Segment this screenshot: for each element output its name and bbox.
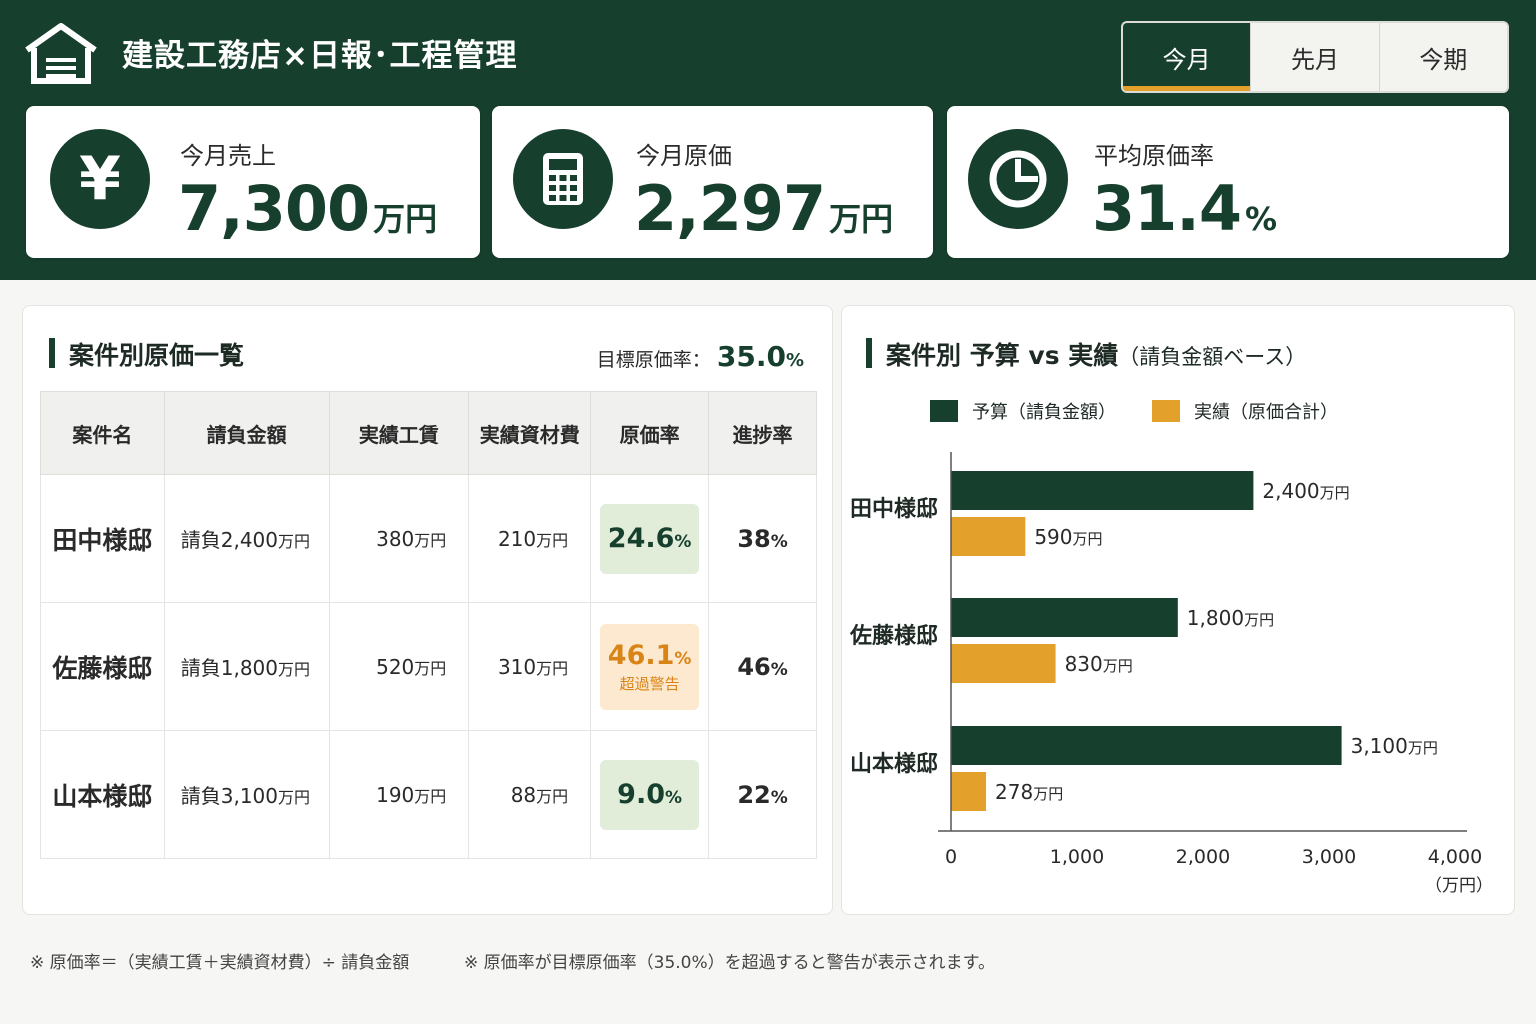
cost-ratio-badge: 24.6% — [600, 503, 700, 574]
column-header: 実績工賃 — [328, 391, 470, 475]
footnote-formula: ※ 原価率＝（実績工賃＋実績資材費）÷ 請負金額 — [30, 953, 410, 973]
material-cost: 88万円 — [468, 730, 592, 859]
project-name: 佐藤様邸 — [40, 602, 165, 731]
kpi-label: 今月原価 — [636, 142, 732, 170]
tab-last-month[interactable]: 先月 — [1250, 23, 1379, 91]
yen-icon: ¥ — [50, 129, 150, 229]
kpi-value: 31.4% — [1092, 172, 1278, 245]
table-row[interactable]: 山本様邸 請負3,100万円 190万円 88万円 9.0% 22% — [40, 730, 817, 859]
legend-swatch — [1152, 400, 1180, 422]
category-label: 田中様邸 — [850, 496, 938, 522]
bar-actual — [951, 517, 1026, 556]
cost-ratio-cell: 46.1% 超過警告 — [590, 602, 710, 731]
labor-cost: 380万円 — [328, 474, 470, 603]
column-header: 請負金額 — [163, 391, 330, 475]
legend-label: 予算（請負金額） — [972, 402, 1116, 423]
tab-this-month[interactable]: 今月 — [1123, 23, 1251, 91]
x-tick-label: 2,000 — [1176, 846, 1230, 868]
period-tabs: 今月 先月 今期 — [1121, 21, 1509, 93]
table-header-row: 案件名 請負金額 実績工賃 実績資材費 原価率 進捗率 — [40, 391, 817, 475]
material-cost: 210万円 — [468, 474, 592, 603]
labor-cost: 520万円 — [328, 602, 470, 731]
x-tick-label: 3,000 — [1302, 846, 1356, 868]
legend-swatch — [930, 400, 958, 422]
category-label: 山本様邸 — [850, 751, 938, 777]
house-logo-icon — [25, 23, 97, 84]
data-label: 3,100万円 — [1351, 734, 1438, 758]
material-cost: 310万円 — [468, 602, 592, 731]
labor-cost: 190万円 — [328, 730, 470, 859]
kpi-card-cost: 今月原価 2,297 万円 — [492, 106, 933, 258]
kpi-card-sales: ¥ 今月売上 7,300 万円 — [26, 106, 480, 258]
progress-rate: 46% — [708, 602, 817, 731]
target-label: 目標原価率： — [596, 349, 711, 371]
target-value: 35.0% — [716, 340, 804, 373]
x-tick-label: 0 — [945, 846, 957, 868]
kpi-label: 今月売上 — [180, 142, 276, 170]
kpi-label: 平均原価率 — [1094, 142, 1214, 170]
project-name: 山本様邸 — [40, 730, 165, 859]
progress-rate: 38% — [708, 474, 817, 603]
bar-budget — [951, 598, 1178, 637]
footnote-warning: ※ 原価率が目標原価率（35.0%）を超過すると警告が表示されます。 — [464, 953, 995, 973]
chart-legend: 予算（請負金額） 実績（原価合計） — [930, 398, 1374, 424]
contract-amount: 請負3,100万円 — [163, 730, 330, 859]
x-tick-label: 1,000 — [1050, 846, 1104, 868]
x-axis-unit-label: （万円） — [1425, 876, 1493, 896]
column-header: 案件名 — [40, 391, 165, 475]
data-label: 830万円 — [1065, 652, 1133, 676]
data-label: 278万円 — [995, 780, 1063, 804]
kpi-value: 7,300 万円 — [178, 172, 438, 245]
data-label: 1,800万円 — [1187, 606, 1274, 630]
bar-actual — [951, 644, 1056, 683]
cost-ratio-badge: 9.0% — [600, 759, 700, 830]
cost-ratio-cell: 9.0% — [590, 730, 710, 859]
project-name: 田中様邸 — [40, 474, 165, 603]
column-header: 進捗率 — [708, 391, 817, 475]
cost-ratio-warning-badge: 46.1% 超過警告 — [600, 623, 700, 710]
target-cost-ratio: 目標原価率： 35.0% — [597, 340, 804, 373]
tab-this-term[interactable]: 今期 — [1378, 23, 1507, 91]
kpi-value: 2,297 万円 — [634, 172, 894, 245]
legend-item-actual: 実績（原価合計） — [1152, 398, 1338, 424]
contract-amount: 請負1,800万円 — [163, 602, 330, 731]
contract-amount: 請負2,400万円 — [163, 474, 330, 603]
bar-budget — [951, 726, 1342, 765]
header-band: 建設工務店×日報･工程管理 今月 先月 今期 ¥ 今月売上 7,300 万円 今月… — [0, 0, 1536, 280]
app-title: 建設工務店×日報･工程管理 — [122, 38, 518, 74]
calculator-icon — [513, 129, 613, 229]
panel-title: 案件別 予算 vs 実績（請負金額ベース） — [866, 336, 1306, 372]
budget-vs-actual-panel: 案件別 予算 vs 実績（請負金額ベース） 予算（請負金額） 実績（原価合計） … — [841, 305, 1515, 915]
data-label: 590万円 — [1034, 525, 1102, 549]
legend-item-budget: 予算（請負金額） — [930, 398, 1116, 424]
progress-rate: 22% — [708, 730, 817, 859]
x-tick-label: 4,000 — [1428, 846, 1482, 868]
data-label: 2,400万円 — [1262, 479, 1349, 503]
bar-actual — [951, 772, 987, 811]
table-row[interactable]: 佐藤様邸 請負1,800万円 520万円 310万円 46.1% 超過警告 46… — [40, 602, 817, 731]
category-label: 佐藤様邸 — [849, 623, 938, 649]
bar-budget — [951, 471, 1254, 510]
column-header: 実績資材費 — [468, 391, 592, 475]
over-budget-warning: 超過警告 — [619, 674, 680, 693]
legend-label: 実績（原価合計） — [1194, 402, 1338, 423]
pie-chart-icon — [968, 129, 1068, 229]
panel-title: 案件別原価一覧 — [49, 336, 244, 372]
kpi-card-cost-ratio: 平均原価率 31.4% — [947, 106, 1509, 258]
table-row[interactable]: 田中様邸 請負2,400万円 380万円 210万円 24.6% 38% — [40, 474, 817, 603]
cost-table: 案件名 請負金額 実績工賃 実績資材費 原価率 進捗率 田中様邸 請負2,400… — [40, 391, 817, 859]
column-header: 原価率 — [590, 391, 710, 475]
cost-ratio-cell: 24.6% — [590, 474, 710, 603]
cost-table-panel: 案件別原価一覧 目標原価率： 35.0% 案件名 請負金額 実績工賃 実績資材費… — [22, 305, 833, 915]
